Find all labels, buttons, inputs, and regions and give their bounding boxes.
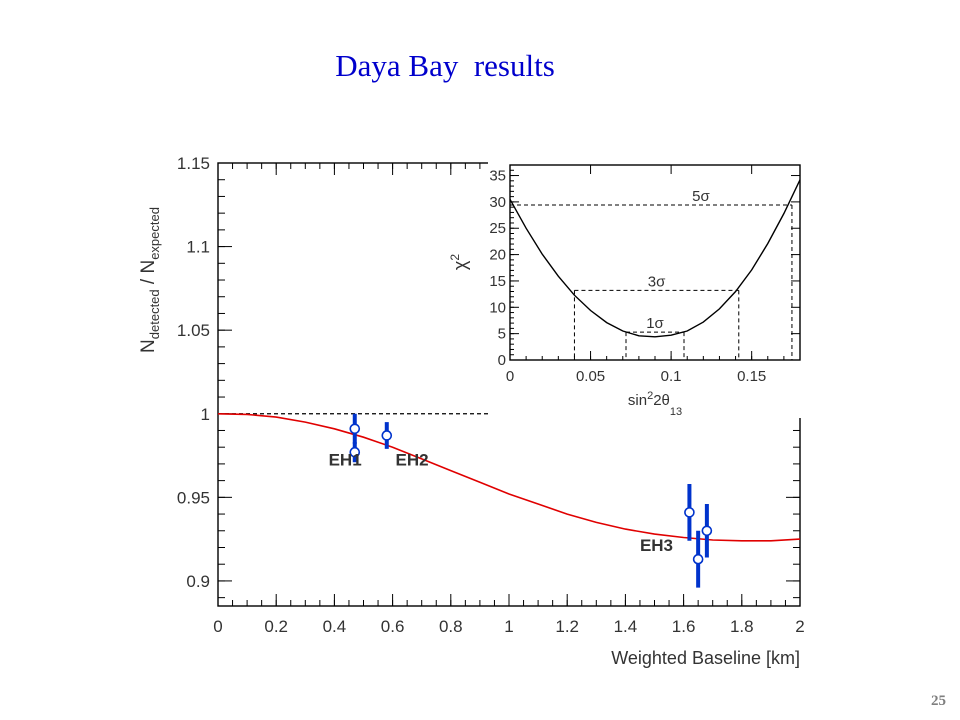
inset-x-tick-label: 0.15 [737,368,766,385]
inset-y-tick-label: 30 [489,194,506,211]
inset-y-tick-label: 10 [489,299,506,316]
data-point [692,553,704,565]
inset-x-axis-label: sin22θ13 [628,390,682,418]
hall-label: EH2 [396,451,429,470]
inset-background [488,160,806,418]
data-point [349,423,361,435]
y-tick-label: 1.1 [186,238,210,257]
y-axis-label-part: N [138,339,159,353]
inset-x-axis-label-part: 2θ [653,392,670,409]
data-point [349,446,361,458]
x-tick-label: 1.2 [555,617,579,636]
inset-y-tick-label: 25 [489,220,506,237]
inset-x-tick-label: 0 [506,368,514,385]
inset-ticks: 0 0.05 0.1 0.15 0 5 10 15 20 25 30 35 [489,165,800,385]
sigma-levels: 5σ 3σ 1σ [510,188,793,360]
x-tick-label: 0.4 [323,617,347,636]
hall-labels: EH1 EH2 EH3 [329,451,673,555]
data-points [349,413,713,588]
x-tick-label: 0.2 [264,617,288,636]
inset-y-axis-label-part: 2 [448,254,462,261]
y-axis-label: Ndetected / Nexpected [138,207,162,353]
y-tick-label: 1.05 [177,321,210,340]
y-tick-label: 0.95 [177,488,210,507]
x-tick-label: 2 [795,617,804,636]
y-tick-label: 0.9 [186,572,210,591]
chi2-line [509,179,801,338]
inset-y-tick-label: 0 [498,352,506,369]
y-tick-label: 1.15 [177,154,210,173]
inset-y-tick-label: 20 [489,247,506,264]
data-point [684,507,695,518]
y-axis-label-part: / N [138,260,159,290]
y-tick-label: 1 [201,405,210,424]
inset-x-axis-label-part: sin [628,392,647,409]
x-axis-label: Weighted Baseline [km] [611,648,800,668]
inset-y-axis-label: χ2 [448,254,470,270]
y-axis-label-part: detected [147,289,162,339]
inset-y-tick-label: 15 [489,273,506,290]
oscillation-fit-line [217,413,801,542]
fit-curve [217,413,801,542]
inset-x-tick-label: 0.05 [576,368,605,385]
y-axis-label-part: expected [147,207,162,260]
x-tick-label: 1.6 [672,617,696,636]
data-point [701,525,713,537]
x-tick-label: 0.6 [381,617,405,636]
hall-label: EH1 [329,451,362,470]
sigma-level-label: 5σ [692,188,710,205]
x-tick-label: 1 [504,617,513,636]
sigma-level-label: 1σ [646,315,664,332]
inset-y-tick-label: 5 [498,326,506,343]
page-number: 25 [931,693,946,709]
x-tick-label: 1.8 [730,617,754,636]
inset-y-axis-label-part: χ [450,260,470,270]
data-point [381,430,393,441]
x-tick-label: 0 [213,617,222,636]
x-tick-label: 0.8 [439,617,463,636]
inset-x-axis-label-part: 2 [647,390,653,402]
inset-x-axis-label-part: 13 [670,406,682,418]
inset-x-tick-label: 0.1 [661,368,682,385]
inset-y-tick-label: 35 [489,168,506,185]
x-tick-label: 1.4 [614,617,638,636]
hall-label: EH3 [640,536,673,555]
chi2-curve [509,179,801,338]
sigma-level-label: 3σ [648,273,666,290]
slide-title: Daya Bay results [335,48,555,83]
